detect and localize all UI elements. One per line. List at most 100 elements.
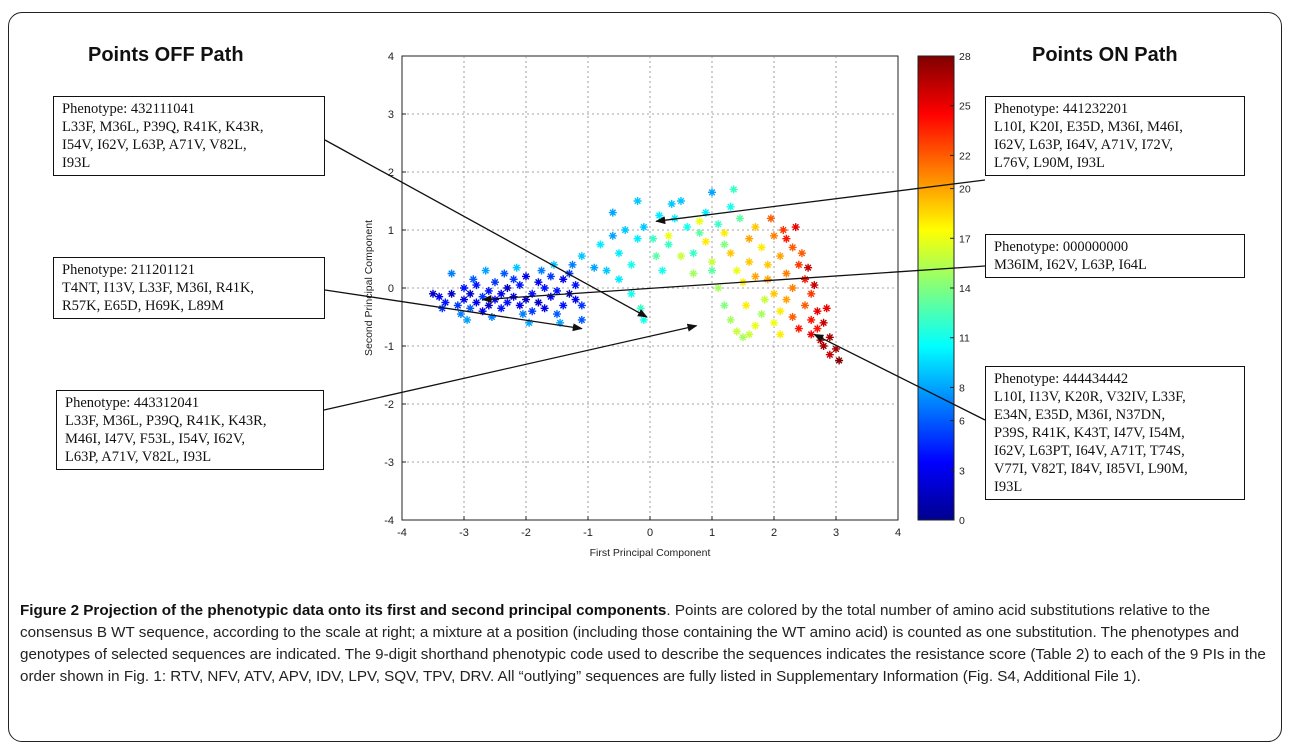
box-line: I54V, I62V, L63P, A71V, V82L,: [62, 137, 247, 153]
colorbar-tick-label: 22: [959, 150, 971, 162]
data-point: [534, 278, 543, 287]
data-point: [438, 304, 447, 313]
data-point: [658, 266, 667, 275]
data-point: [627, 289, 636, 298]
data-point: [779, 226, 788, 234]
data-point: [689, 269, 698, 278]
data-point: [571, 295, 580, 304]
data-point: [615, 275, 623, 284]
data-point: [742, 301, 751, 310]
data-point: [491, 278, 499, 287]
data-point: [546, 272, 555, 281]
colorbar: [917, 55, 955, 521]
box-line: R57K, E65D, H69K, L89M: [62, 298, 224, 314]
data-point: [797, 249, 806, 258]
colorbar-tick-label: 0: [959, 515, 965, 527]
data-point: [732, 327, 741, 336]
annotation-arrow: [324, 289, 583, 332]
data-point: [429, 289, 437, 298]
annotation-arrow: [323, 323, 698, 411]
data-point: [708, 188, 716, 197]
data-point: [714, 284, 723, 292]
box-line: I62V, L63PT, I64V, A71T, T74S,: [994, 443, 1185, 459]
data-point: [810, 281, 819, 290]
y-tick-label: 1: [388, 225, 394, 237]
data-point: [760, 295, 769, 304]
data-point: [540, 304, 549, 313]
data-point: [782, 234, 791, 243]
data-point: [553, 286, 561, 295]
data-point: [556, 318, 565, 327]
data-point: [807, 315, 816, 324]
data-point: [568, 260, 577, 269]
data-point: [469, 275, 478, 284]
data-point: [596, 240, 605, 249]
data-point: [500, 269, 509, 278]
annotation-arrow: [813, 333, 986, 421]
y-tick-label: -4: [384, 515, 394, 527]
data-point: [729, 185, 738, 194]
data-point: [559, 275, 568, 284]
x-tick-label: 2: [771, 527, 777, 539]
x-tick-label: 0: [647, 527, 653, 539]
data-point: [484, 286, 493, 295]
data-point: [695, 217, 704, 226]
data-point: [633, 234, 642, 243]
data-point: [466, 289, 475, 298]
data-point: [804, 263, 813, 272]
box-line: I93L: [62, 155, 91, 171]
data-point: [782, 295, 791, 304]
phenotype-box-on-2: Phenotype: 000000000 M36IM, I62V, L63P, …: [985, 234, 1245, 278]
data-point: [537, 266, 546, 275]
data-point: [801, 275, 809, 284]
data-point: [807, 289, 816, 298]
data-point: [667, 199, 676, 208]
data-point: [509, 275, 518, 284]
data-point: [819, 318, 828, 327]
data-point: [515, 281, 524, 290]
box-line: M36IM, I62V, L63P, I64L: [994, 257, 1147, 273]
colorbar-tick-label: 25: [959, 101, 971, 113]
data-point: [441, 298, 450, 307]
data-point: [739, 333, 747, 342]
box-line: L33F, M36L, P39Q, R41K, K43R,: [65, 413, 267, 429]
data-point: [832, 344, 840, 353]
box-line: V77I, V82T, I84V, I85VI, L90M,: [994, 461, 1188, 477]
data-point: [487, 313, 496, 321]
box-line: L33F, M36L, P39Q, R41K, K43R,: [62, 119, 264, 135]
y-tick-label: 3: [388, 109, 394, 121]
data-point: [484, 301, 493, 310]
data-point: [652, 252, 661, 261]
data-point: [546, 292, 555, 301]
data-point: [512, 263, 521, 272]
box-line: L76V, L90M, I93L: [994, 155, 1105, 171]
data-point: [456, 310, 465, 319]
data-point: [776, 330, 785, 339]
data-point: [534, 298, 543, 307]
data-point: [460, 295, 468, 304]
x-tick-label: 3: [833, 527, 839, 539]
data-point: [518, 310, 527, 319]
x-tick-label: 1: [709, 527, 715, 539]
data-point: [590, 263, 599, 272]
data-point: [627, 260, 636, 269]
x-tick-label: -3: [459, 527, 469, 539]
data-point: [788, 243, 797, 252]
box-line: Phenotype: 000000000: [994, 239, 1129, 255]
data-point: [726, 315, 735, 324]
phenotype-box-off-3: Phenotype: 443312041 L33F, M36L, P39Q, R…: [56, 390, 324, 470]
y-axis-label: Second Principal Component: [363, 220, 375, 356]
data-point: [478, 307, 487, 316]
data-point: [801, 301, 809, 310]
data-point: [683, 223, 692, 232]
box-line: Phenotype: 432111041: [62, 101, 196, 117]
data-point: [776, 252, 785, 261]
annotation-arrow: [324, 139, 648, 318]
caption-label: Figure 2 Projection of the phenotypic da…: [20, 602, 667, 619]
phenotype-box-off-2: Phenotype: 211201121 T4NT, I13V, L33F, M…: [53, 257, 325, 319]
box-line: L10I, I13V, K20R, V32IV, L33F,: [994, 389, 1186, 405]
data-point: [701, 237, 710, 246]
data-point: [782, 269, 791, 278]
phenotype-box-on-1: Phenotype: 441232201 L10I, K20I, E35D, M…: [985, 96, 1245, 176]
